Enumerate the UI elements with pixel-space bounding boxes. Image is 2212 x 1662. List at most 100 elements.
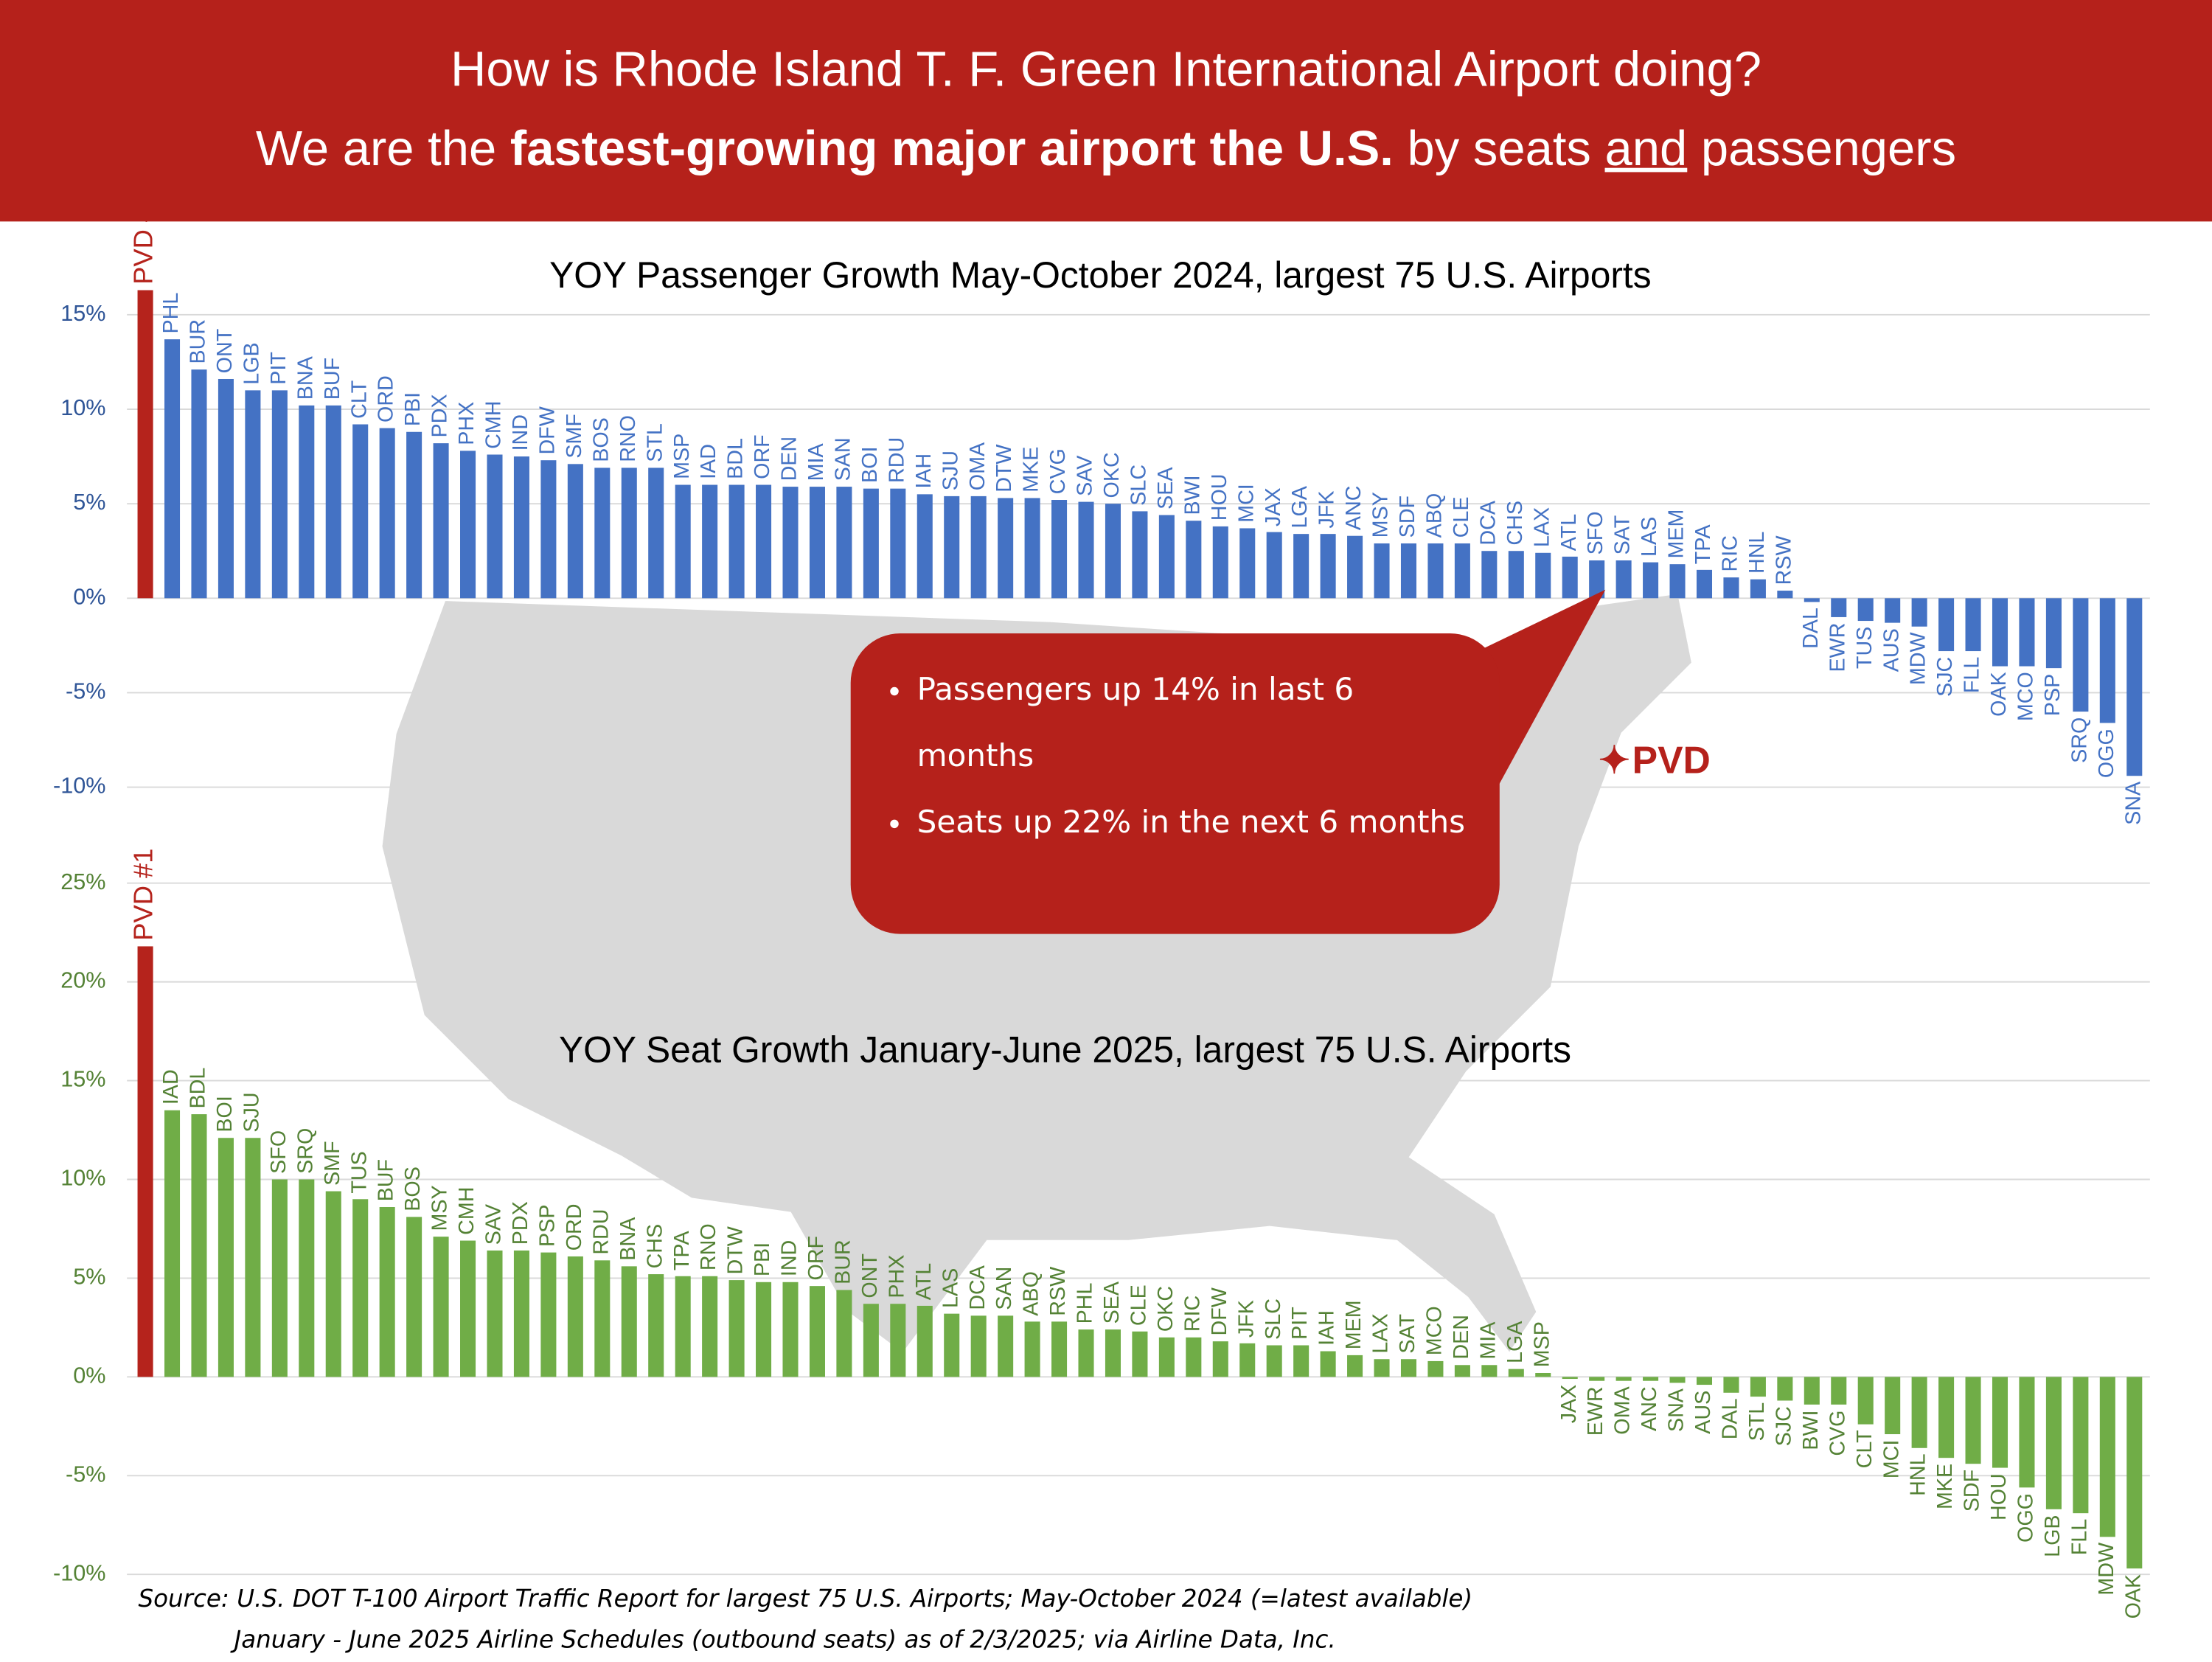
bar: [782, 1282, 799, 1377]
text: We are the: [255, 121, 510, 177]
y-tick-label: 5%: [73, 1265, 105, 1290]
x-tick-label: DCA: [966, 1265, 990, 1310]
x-tick-label: AUS: [1691, 1391, 1715, 1434]
x-tick-label: LAS: [1638, 517, 1661, 557]
bar: [1454, 1365, 1470, 1377]
x-tick-label: MCO: [1423, 1306, 1447, 1355]
bar: [782, 487, 799, 599]
x-tick-label: CLE: [1450, 497, 1473, 538]
x-tick-label: EWR: [1584, 1386, 1607, 1436]
callout-box: [850, 633, 1500, 934]
x-tick-label: CLT: [347, 380, 371, 419]
bar: [299, 405, 315, 599]
bar: [1481, 1365, 1498, 1377]
x-tick-label: RSW: [1046, 1267, 1070, 1316]
bar: [1186, 521, 1202, 599]
y-tick-label: 25%: [60, 869, 105, 894]
header: How is Rhode Island T. F. Green Internat…: [0, 0, 2212, 222]
bar: [2045, 1377, 2062, 1509]
x-tick-label: LGA: [1288, 485, 1312, 528]
bar: [1535, 1372, 1551, 1377]
x-tick-label: IAD: [697, 444, 720, 479]
bar: [890, 1304, 906, 1377]
x-tick-label: BOI: [213, 1096, 237, 1132]
bar: [325, 1191, 341, 1377]
underlined-text: and: [1604, 121, 1688, 177]
y-tick-label: -10%: [53, 1560, 105, 1585]
bar: [998, 1315, 1014, 1377]
x-tick-label: CVG: [1046, 448, 1070, 494]
x-tick-label: SFO: [267, 1130, 291, 1174]
bar: [1965, 1377, 1981, 1464]
x-tick-label: JAX: [1557, 1385, 1581, 1424]
x-tick-label: LAX: [1530, 507, 1554, 547]
bar: [1992, 1377, 2008, 1468]
x-tick-label: JFK: [1315, 490, 1339, 528]
x-tick-label: RIC: [1180, 1296, 1204, 1332]
x-tick-label: MDW: [2095, 1543, 2118, 1596]
bar: [836, 487, 852, 599]
bar: [1427, 1360, 1444, 1377]
y-tick-label: 0%: [73, 584, 105, 609]
x-tick-label: CMH: [455, 1187, 479, 1235]
x-tick-label: SAV: [482, 1203, 506, 1245]
bar: [1615, 560, 1632, 599]
bar: [1186, 1337, 1202, 1377]
x-tick-label: SAN: [992, 1267, 1016, 1310]
callout: Passengers up 14% in last 6 months Seats…: [874, 658, 1467, 857]
bar: [2126, 1377, 2143, 1569]
x-tick-label: PHX: [885, 1255, 908, 1298]
x-tick-label: BUR: [187, 319, 210, 364]
bar: [1347, 535, 1363, 599]
x-tick-label: LGA: [1503, 1321, 1527, 1363]
x-tick-label: BDL: [187, 1068, 210, 1109]
bar: [1400, 1359, 1417, 1377]
y-tick-label: 10%: [60, 395, 105, 420]
x-tick-label: BNA: [293, 355, 317, 400]
bar: [1885, 598, 1901, 623]
x-tick-label: OKC: [1154, 1286, 1178, 1332]
x-tick-label: HOU: [1987, 1473, 2011, 1520]
bar: [1024, 1321, 1040, 1377]
x-tick-label: ORD: [563, 1204, 586, 1251]
bar: [2073, 598, 2089, 712]
bar: [1481, 551, 1498, 599]
x-tick-label: RNO: [616, 415, 640, 462]
bar: [2073, 1377, 2089, 1514]
bar: [1885, 1377, 1901, 1435]
bar: [890, 488, 906, 599]
bar: [1965, 598, 1981, 652]
x-tick-label: SLC: [1127, 465, 1151, 506]
y-tick-label: 15%: [60, 301, 105, 326]
bar: [1374, 543, 1390, 599]
bar: [137, 290, 153, 599]
x-tick-label: HNL: [1745, 532, 1769, 574]
x-tick-label: ORF: [804, 1236, 828, 1281]
bar: [245, 390, 261, 599]
bar: [1051, 1321, 1068, 1377]
bar: [164, 339, 181, 599]
bullet: Passengers up 14% in last 6 months: [917, 658, 1467, 790]
bar: [1804, 1377, 1820, 1405]
y-tick-label: 15%: [60, 1067, 105, 1092]
x-tick-label: BOI: [858, 447, 882, 483]
bar: [1750, 579, 1766, 599]
bar: [594, 467, 611, 599]
x-tick-label: SLC: [1262, 1298, 1285, 1340]
bar: [1347, 1355, 1363, 1377]
bar: [2099, 598, 2115, 723]
x-tick-label: RSW: [1772, 535, 1795, 585]
bar: [863, 488, 879, 599]
bar: [1320, 534, 1336, 599]
bar: [809, 1286, 825, 1377]
y-tick-label: 5%: [73, 490, 105, 515]
x-tick-label: SJU: [939, 451, 962, 490]
x-tick-label: CMH: [482, 401, 506, 449]
x-tick-label: BWI: [1799, 1411, 1823, 1450]
x-tick-label: CLT: [1853, 1430, 1877, 1468]
source-line: January - June 2025 Airline Schedules (o…: [234, 1627, 1336, 1655]
bar: [970, 496, 987, 599]
bar: [1911, 1377, 1927, 1448]
y-tick-label: 20%: [60, 968, 105, 993]
x-tick-label: DEN: [778, 437, 801, 481]
